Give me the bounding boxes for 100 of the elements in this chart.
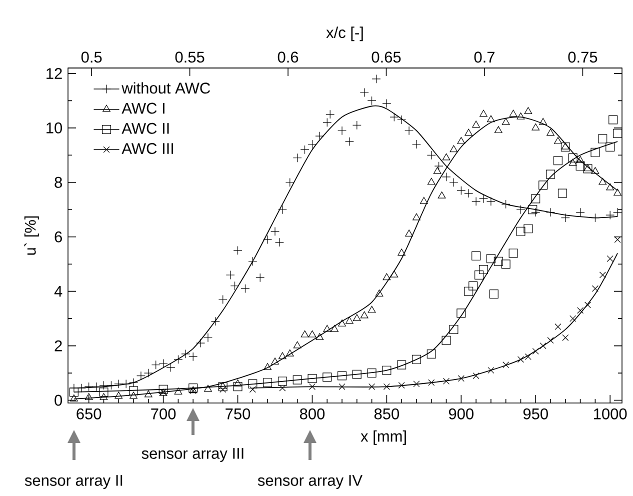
point xyxy=(352,370,362,379)
point xyxy=(560,142,570,152)
point xyxy=(308,383,316,390)
point xyxy=(233,382,242,392)
x2-axis-title: x/c [-] xyxy=(326,26,363,42)
x-tick-label: 650 xyxy=(76,408,102,420)
y-tick-label: 6 xyxy=(54,231,62,242)
point xyxy=(220,386,226,393)
x2-tick-label: 0.5 xyxy=(81,52,102,63)
point xyxy=(577,307,584,314)
x2-tick-label: 0.7 xyxy=(474,52,494,63)
point xyxy=(562,334,569,341)
point xyxy=(248,379,258,388)
point xyxy=(458,375,464,382)
y-tick-label: 2 xyxy=(54,340,62,352)
legend-label: AWC I xyxy=(122,102,164,114)
point xyxy=(613,128,622,138)
point xyxy=(474,270,484,280)
point xyxy=(538,180,548,190)
point xyxy=(584,302,592,308)
point xyxy=(292,375,302,384)
x-tick-label: 750 xyxy=(226,408,250,420)
point xyxy=(554,323,562,330)
point xyxy=(590,148,600,157)
legend-label: AWC II xyxy=(122,122,169,134)
point xyxy=(516,226,526,236)
point xyxy=(479,265,488,274)
x-tick-label: 850 xyxy=(374,408,400,420)
point xyxy=(524,224,533,234)
point xyxy=(517,356,524,363)
y-tick-label: 8 xyxy=(54,176,62,188)
x-tick-label: 800 xyxy=(300,408,325,420)
point xyxy=(583,164,592,174)
y-axis-title: u` [%] xyxy=(24,216,39,255)
point xyxy=(383,383,390,390)
point xyxy=(546,170,556,179)
point xyxy=(547,337,554,344)
point xyxy=(489,290,498,299)
point xyxy=(502,362,510,368)
text: sensor array III xyxy=(142,448,244,462)
point xyxy=(501,260,510,269)
point xyxy=(442,336,451,345)
point xyxy=(464,286,474,296)
point xyxy=(69,388,78,397)
point xyxy=(188,384,198,393)
point xyxy=(599,272,606,278)
point xyxy=(160,388,167,396)
point xyxy=(426,349,436,358)
point xyxy=(449,324,458,334)
point xyxy=(413,380,420,388)
point xyxy=(598,134,608,144)
y-tick-label: 10 xyxy=(46,122,62,134)
point xyxy=(606,255,614,262)
point xyxy=(382,366,392,375)
point xyxy=(531,194,540,204)
point xyxy=(338,383,346,390)
text: sensor array II xyxy=(24,475,122,489)
point xyxy=(494,256,503,266)
x-tick-label: 900 xyxy=(448,408,474,420)
point xyxy=(558,188,567,198)
point xyxy=(508,248,518,258)
point xyxy=(412,354,421,364)
point xyxy=(532,348,539,355)
x2-tick-label: 0.6 xyxy=(278,52,298,63)
point xyxy=(158,384,168,394)
point xyxy=(472,251,481,260)
point xyxy=(263,378,272,388)
point xyxy=(488,367,494,374)
point xyxy=(398,382,405,389)
point xyxy=(614,236,621,243)
point xyxy=(279,384,286,392)
point xyxy=(129,386,138,396)
y-tick-label: 12 xyxy=(46,68,62,79)
point xyxy=(468,281,478,290)
legend-label: AWC III xyxy=(122,143,174,154)
point xyxy=(592,285,598,292)
point xyxy=(443,378,450,384)
x-tick-label: 700 xyxy=(151,408,176,420)
text: sensor array IV xyxy=(258,475,362,489)
point xyxy=(278,376,287,386)
point xyxy=(456,308,466,318)
point xyxy=(428,379,435,386)
point xyxy=(568,153,578,162)
x2-tick-label: 0.65 xyxy=(372,52,401,63)
point xyxy=(608,115,618,124)
point xyxy=(606,142,615,152)
point xyxy=(367,368,376,378)
point xyxy=(486,254,496,264)
point xyxy=(397,360,406,370)
point xyxy=(472,372,480,380)
y-tick-label: 4 xyxy=(54,286,62,297)
point xyxy=(368,383,376,390)
x2-tick-label: 0.55 xyxy=(175,52,204,63)
point xyxy=(249,386,256,393)
x-tick-label: 950 xyxy=(523,408,548,420)
y-tick-label: 0 xyxy=(54,394,62,406)
point xyxy=(528,205,538,214)
x-axis-title: x [mm] xyxy=(360,430,406,445)
x2-tick-label: 0.75 xyxy=(568,52,598,63)
point xyxy=(338,371,347,380)
